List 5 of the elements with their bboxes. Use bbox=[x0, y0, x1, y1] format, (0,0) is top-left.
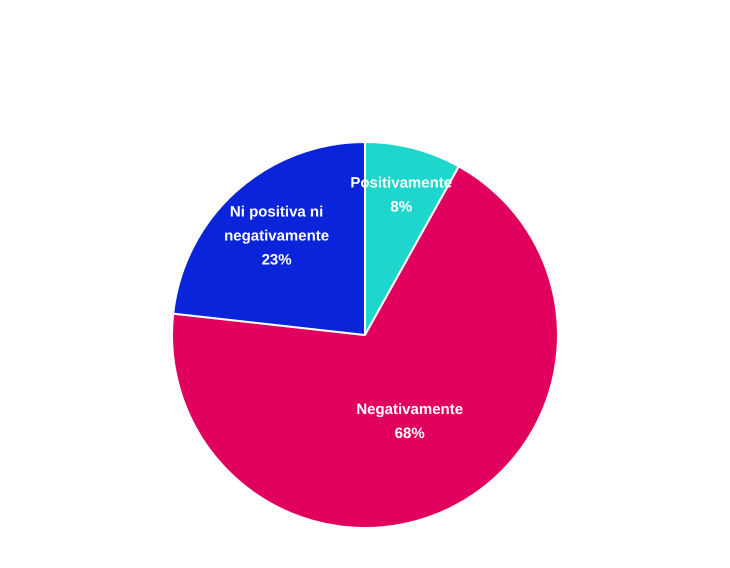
slice-label: Negativamente bbox=[356, 400, 464, 418]
data-label: 8% bbox=[390, 198, 412, 216]
data-label: 23% bbox=[262, 251, 292, 268]
slice-label: Ni positiva ni negativamente bbox=[224, 203, 330, 244]
data-label: 68% bbox=[394, 424, 425, 442]
